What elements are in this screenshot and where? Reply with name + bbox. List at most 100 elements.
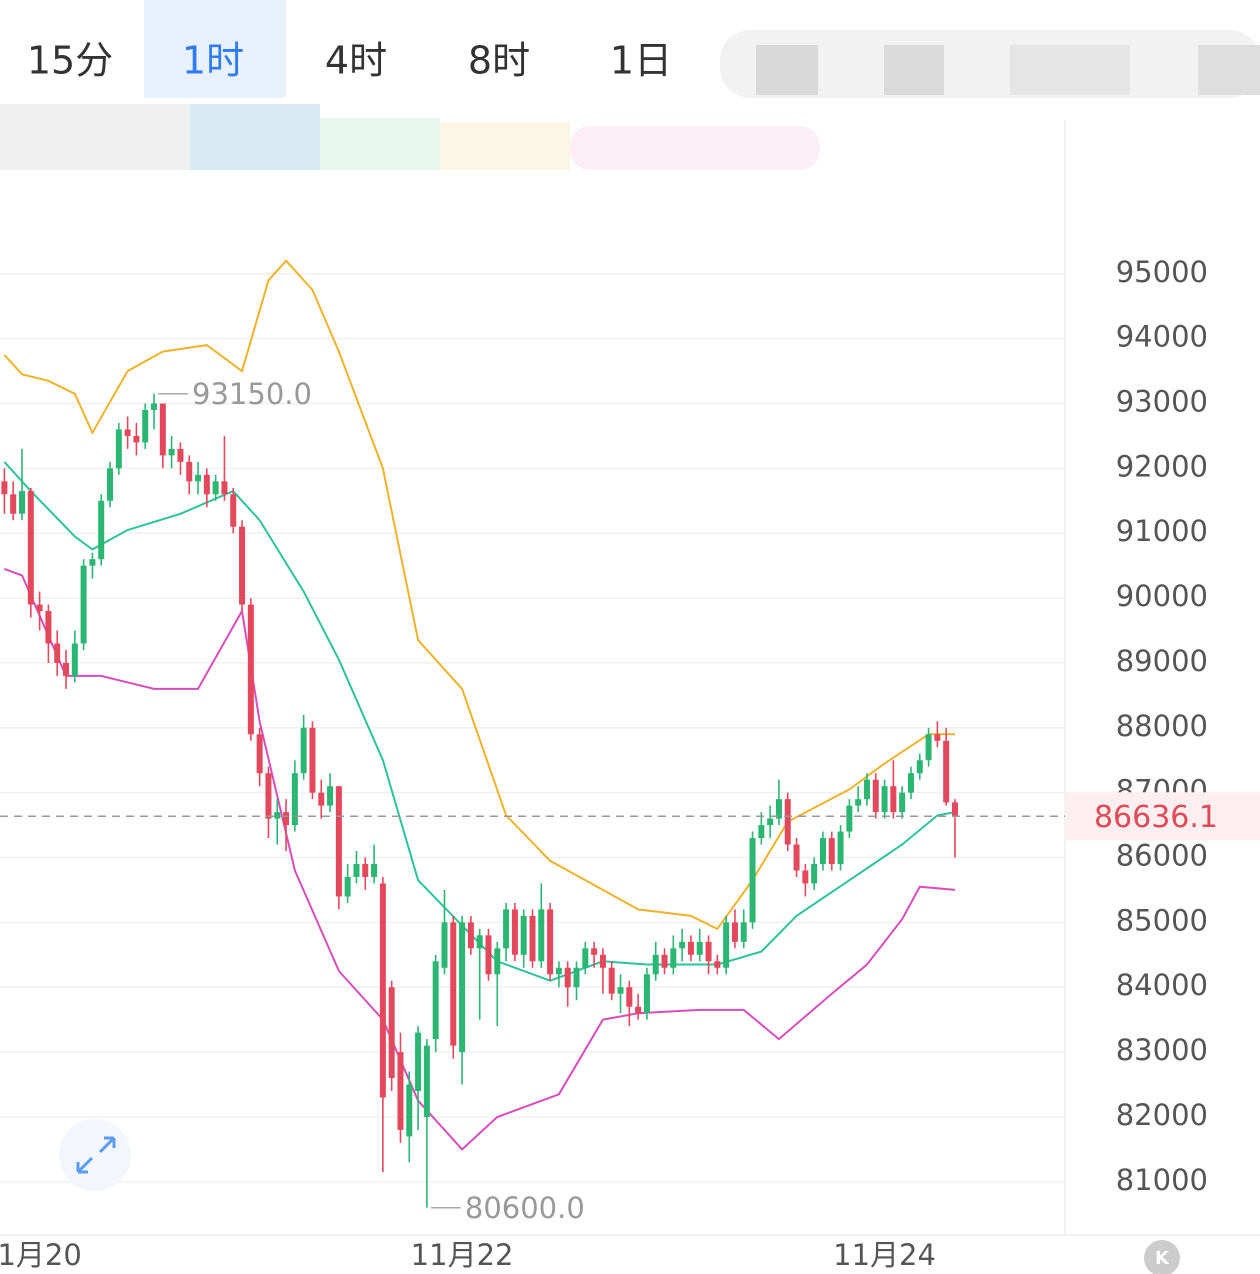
candle-body <box>115 429 122 469</box>
y-tick-label: 85000 <box>1116 903 1208 937</box>
x-tick-label: 11月22 <box>411 1238 514 1272</box>
candle-body <box>855 799 862 806</box>
candle-body <box>687 941 694 955</box>
candle-body <box>511 909 518 955</box>
candle-body <box>547 909 554 975</box>
candle-body <box>432 961 439 1040</box>
candle-body <box>626 987 633 1007</box>
candle-body <box>599 954 606 968</box>
y-tick-label: 81000 <box>1116 1163 1208 1197</box>
candle-body <box>212 481 219 495</box>
candle-body <box>309 727 316 793</box>
candle-body <box>925 734 932 761</box>
candle-body <box>151 403 158 410</box>
tab[interactable]: 8时 <box>468 39 530 83</box>
candle-body <box>168 448 175 456</box>
candle-body <box>899 792 906 813</box>
band-line <box>3 461 956 982</box>
candle-body <box>723 922 730 968</box>
candle-body <box>36 604 43 612</box>
candle-body <box>353 864 360 877</box>
candle-body <box>564 967 571 988</box>
blurred-area <box>190 104 320 170</box>
tab[interactable]: 1日 <box>610 39 672 83</box>
candle-body <box>494 948 501 975</box>
candle-body <box>476 935 483 949</box>
candle-body <box>907 773 914 793</box>
blurred-area <box>0 104 190 170</box>
candle-body <box>27 491 34 605</box>
annotation-label: 80600.0 <box>465 1191 585 1225</box>
expand-button[interactable] <box>59 1119 131 1191</box>
last-price-bg <box>1066 792 1260 841</box>
candle-body <box>837 831 844 865</box>
y-tick-label: 88000 <box>1116 709 1208 743</box>
candle-body <box>423 1045 430 1117</box>
candle-body <box>388 987 395 1079</box>
candle-body <box>784 799 791 845</box>
tab[interactable]: 4时 <box>325 39 387 83</box>
candle-body <box>714 961 721 968</box>
candle-body <box>195 474 202 482</box>
candle-body <box>124 429 131 436</box>
candle-body <box>54 643 61 663</box>
expand-icon <box>76 1136 116 1174</box>
y-tick-label: 89000 <box>1116 644 1208 678</box>
candle-body <box>318 792 325 806</box>
labels: 8100082000830008400085000860008700088000… <box>0 255 1260 1272</box>
candle-body <box>485 935 492 975</box>
candle-body <box>450 922 457 1046</box>
x-tick-label: 1月20 <box>0 1238 82 1272</box>
x-tick-label: 11月24 <box>833 1238 936 1272</box>
candle-body <box>230 494 237 527</box>
candle-body <box>265 773 272 819</box>
bands <box>3 259 956 1151</box>
candle-body <box>749 838 756 923</box>
candle-body <box>71 643 78 676</box>
candle-body <box>503 909 510 949</box>
candle-body <box>767 818 774 826</box>
candle-body <box>635 1006 642 1014</box>
y-tick-label: 94000 <box>1116 320 1208 354</box>
last-price-label: 86636.1 <box>1094 800 1218 835</box>
candle-body <box>705 941 712 962</box>
candle-body <box>133 435 140 443</box>
candle-body <box>406 1084 413 1137</box>
y-tick-label: 92000 <box>1116 449 1208 483</box>
candle-body <box>943 740 950 803</box>
tab[interactable]: 15分 <box>27 39 113 83</box>
candle-body <box>758 825 765 839</box>
candle-body <box>890 786 897 813</box>
candle-body <box>291 773 298 826</box>
candle-body <box>591 948 598 955</box>
candle-body <box>371 864 378 877</box>
candle-body <box>802 870 809 884</box>
y-tick-label: 83000 <box>1116 1033 1208 1067</box>
candle-body <box>274 812 281 819</box>
candle-body <box>10 494 17 514</box>
candle-body <box>573 967 580 988</box>
y-tick-label: 84000 <box>1116 968 1208 1002</box>
candle-body <box>555 967 562 975</box>
blurred-area <box>440 122 570 170</box>
candle-body <box>283 812 290 826</box>
candle-body <box>643 974 650 1014</box>
candle-body <box>159 403 166 456</box>
candle-body <box>819 838 826 865</box>
candle-body <box>608 967 615 994</box>
candle-body <box>63 662 70 676</box>
candle-body <box>872 779 879 813</box>
candle-body <box>793 844 800 871</box>
candle-body <box>247 604 254 735</box>
candle-body <box>951 802 958 817</box>
y-tick-label: 90000 <box>1116 579 1208 613</box>
blurred-area <box>1198 45 1260 95</box>
tab[interactable]: 1时 <box>182 39 244 83</box>
candle-body <box>679 941 686 949</box>
candle-body <box>916 760 923 774</box>
candle-body <box>652 954 659 975</box>
candle-body <box>327 786 334 806</box>
candle-body <box>239 526 246 605</box>
y-tick-label: 95000 <box>1116 255 1208 289</box>
